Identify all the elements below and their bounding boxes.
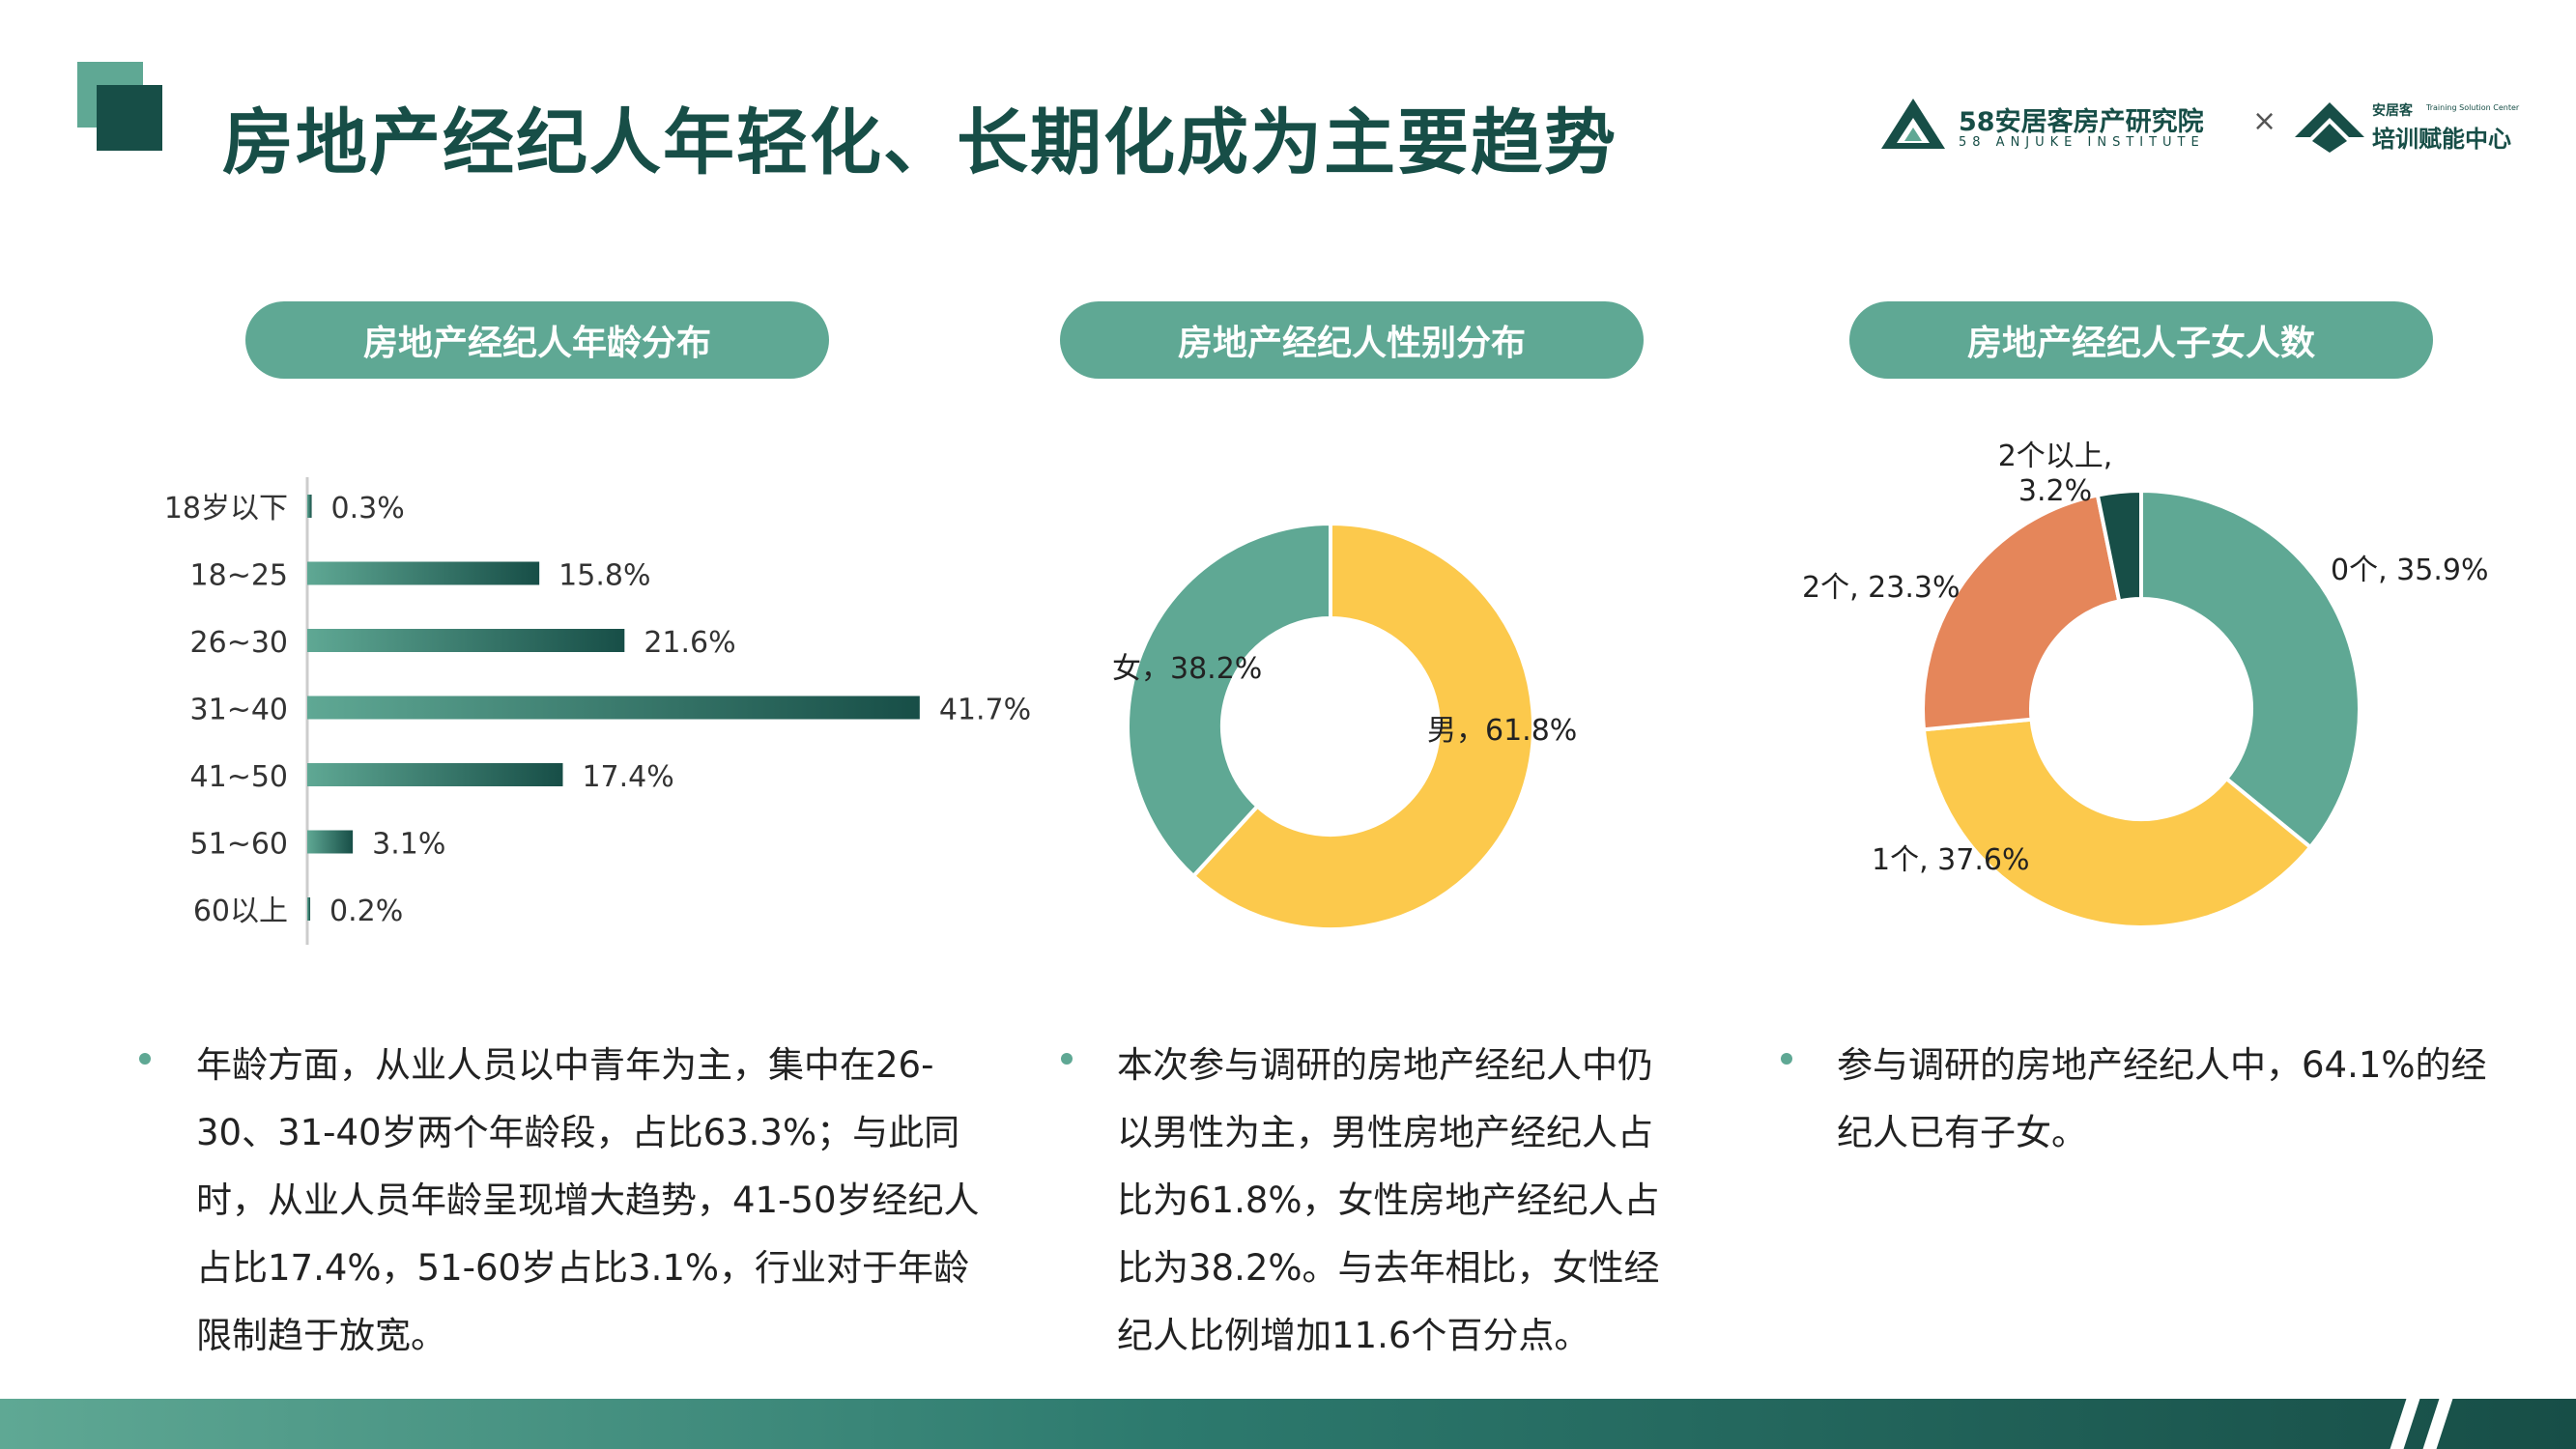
- age-description: 年龄方面，从业人员以中青年为主，集中在26-30、31-40岁两个年龄段，占比6…: [196, 1044, 980, 1356]
- age-value-label: 0.2%: [329, 895, 403, 928]
- age-category-label: 18~25: [190, 559, 288, 593]
- age-value-label: 0.3%: [331, 492, 405, 526]
- footer-bar: [0, 1399, 2576, 1449]
- age-value-label: 41.7%: [939, 694, 1031, 727]
- title-decoration-dark: [97, 85, 162, 151]
- age-bar: [307, 561, 540, 585]
- age-bar: [307, 495, 312, 518]
- anjuke-logo-icon: [1881, 99, 1945, 149]
- page-title: 房地产经纪人年轻化、长期化成为主要趋势: [222, 101, 1617, 185]
- partner-logo-tiny: Training Solution Center: [2426, 103, 2520, 112]
- age-bar: [307, 696, 920, 720]
- gender-description: 本次参与调研的房地产经纪人中仍以男性为主，男性房地产经纪人占比为61.8%，女性…: [1117, 1044, 1660, 1356]
- age-value-label: 15.8%: [558, 559, 650, 593]
- training-center-logo-icon: [2295, 102, 2364, 153]
- gender-slice: [1126, 521, 1332, 879]
- age-value-label: 21.6%: [644, 626, 735, 660]
- children-slice: [2139, 488, 2361, 850]
- age-category-label: 18岁以下: [164, 492, 288, 526]
- children-bullet: [1781, 1053, 1792, 1065]
- gender-label-male: 男，61.8%: [1427, 714, 1577, 748]
- gender-chart-title: 房地产经纪人性别分布: [1060, 301, 1644, 379]
- children-label-more-line1: 2个以上,: [1998, 440, 2113, 473]
- children-label-one: 1个, 37.6%: [1872, 843, 2029, 877]
- age-bullet: [139, 1053, 151, 1065]
- children-slice: [2095, 488, 2143, 604]
- children-label-two: 2个, 23.3%: [1802, 571, 1960, 605]
- children-chart-title: 房地产经纪人子女人数: [1849, 301, 2433, 379]
- children-slice: [1921, 493, 2122, 732]
- children-label-zero: 0个, 35.9%: [2331, 554, 2488, 587]
- age-category-label: 26~30: [190, 626, 288, 660]
- age-bar: [307, 830, 354, 854]
- children-slice: [1921, 717, 2313, 930]
- logo-separator: ×: [2252, 104, 2277, 138]
- partner-logo-name: 培训赋能中心: [2372, 126, 2511, 153]
- age-chart-title: 房地产经纪人年龄分布: [245, 301, 829, 379]
- logo-subtitle: 58 ANJUKE INSTITUTE: [1959, 135, 2205, 150]
- age-category-label: 31~40: [190, 694, 288, 727]
- age-value-label: 3.1%: [372, 828, 445, 862]
- age-value-label: 17.4%: [582, 760, 673, 794]
- logo-area: 58安居客房产研究院 58 ANJUKE INSTITUTE × 安居客 Tra…: [1879, 95, 2520, 162]
- gender-slice: [1190, 521, 1535, 931]
- gender-bullet: [1061, 1053, 1073, 1065]
- age-bar: [307, 897, 311, 921]
- logo-name: 58安居客房产研究院: [1959, 107, 2204, 137]
- age-bar: [307, 763, 563, 786]
- age-category-label: 41~50: [190, 760, 288, 794]
- children-description: 参与调研的房地产经纪人中，64.1%的经纪人已有子女。: [1837, 1044, 2487, 1153]
- age-category-label: 51~60: [190, 828, 288, 862]
- partner-logo-small: 安居客: [2372, 103, 2413, 119]
- age-bar: [307, 629, 625, 652]
- gender-label-female: 女，38.2%: [1112, 652, 1262, 686]
- age-category-label: 60以上: [193, 895, 288, 928]
- children-label-more-line2: 3.2%: [2018, 474, 2092, 508]
